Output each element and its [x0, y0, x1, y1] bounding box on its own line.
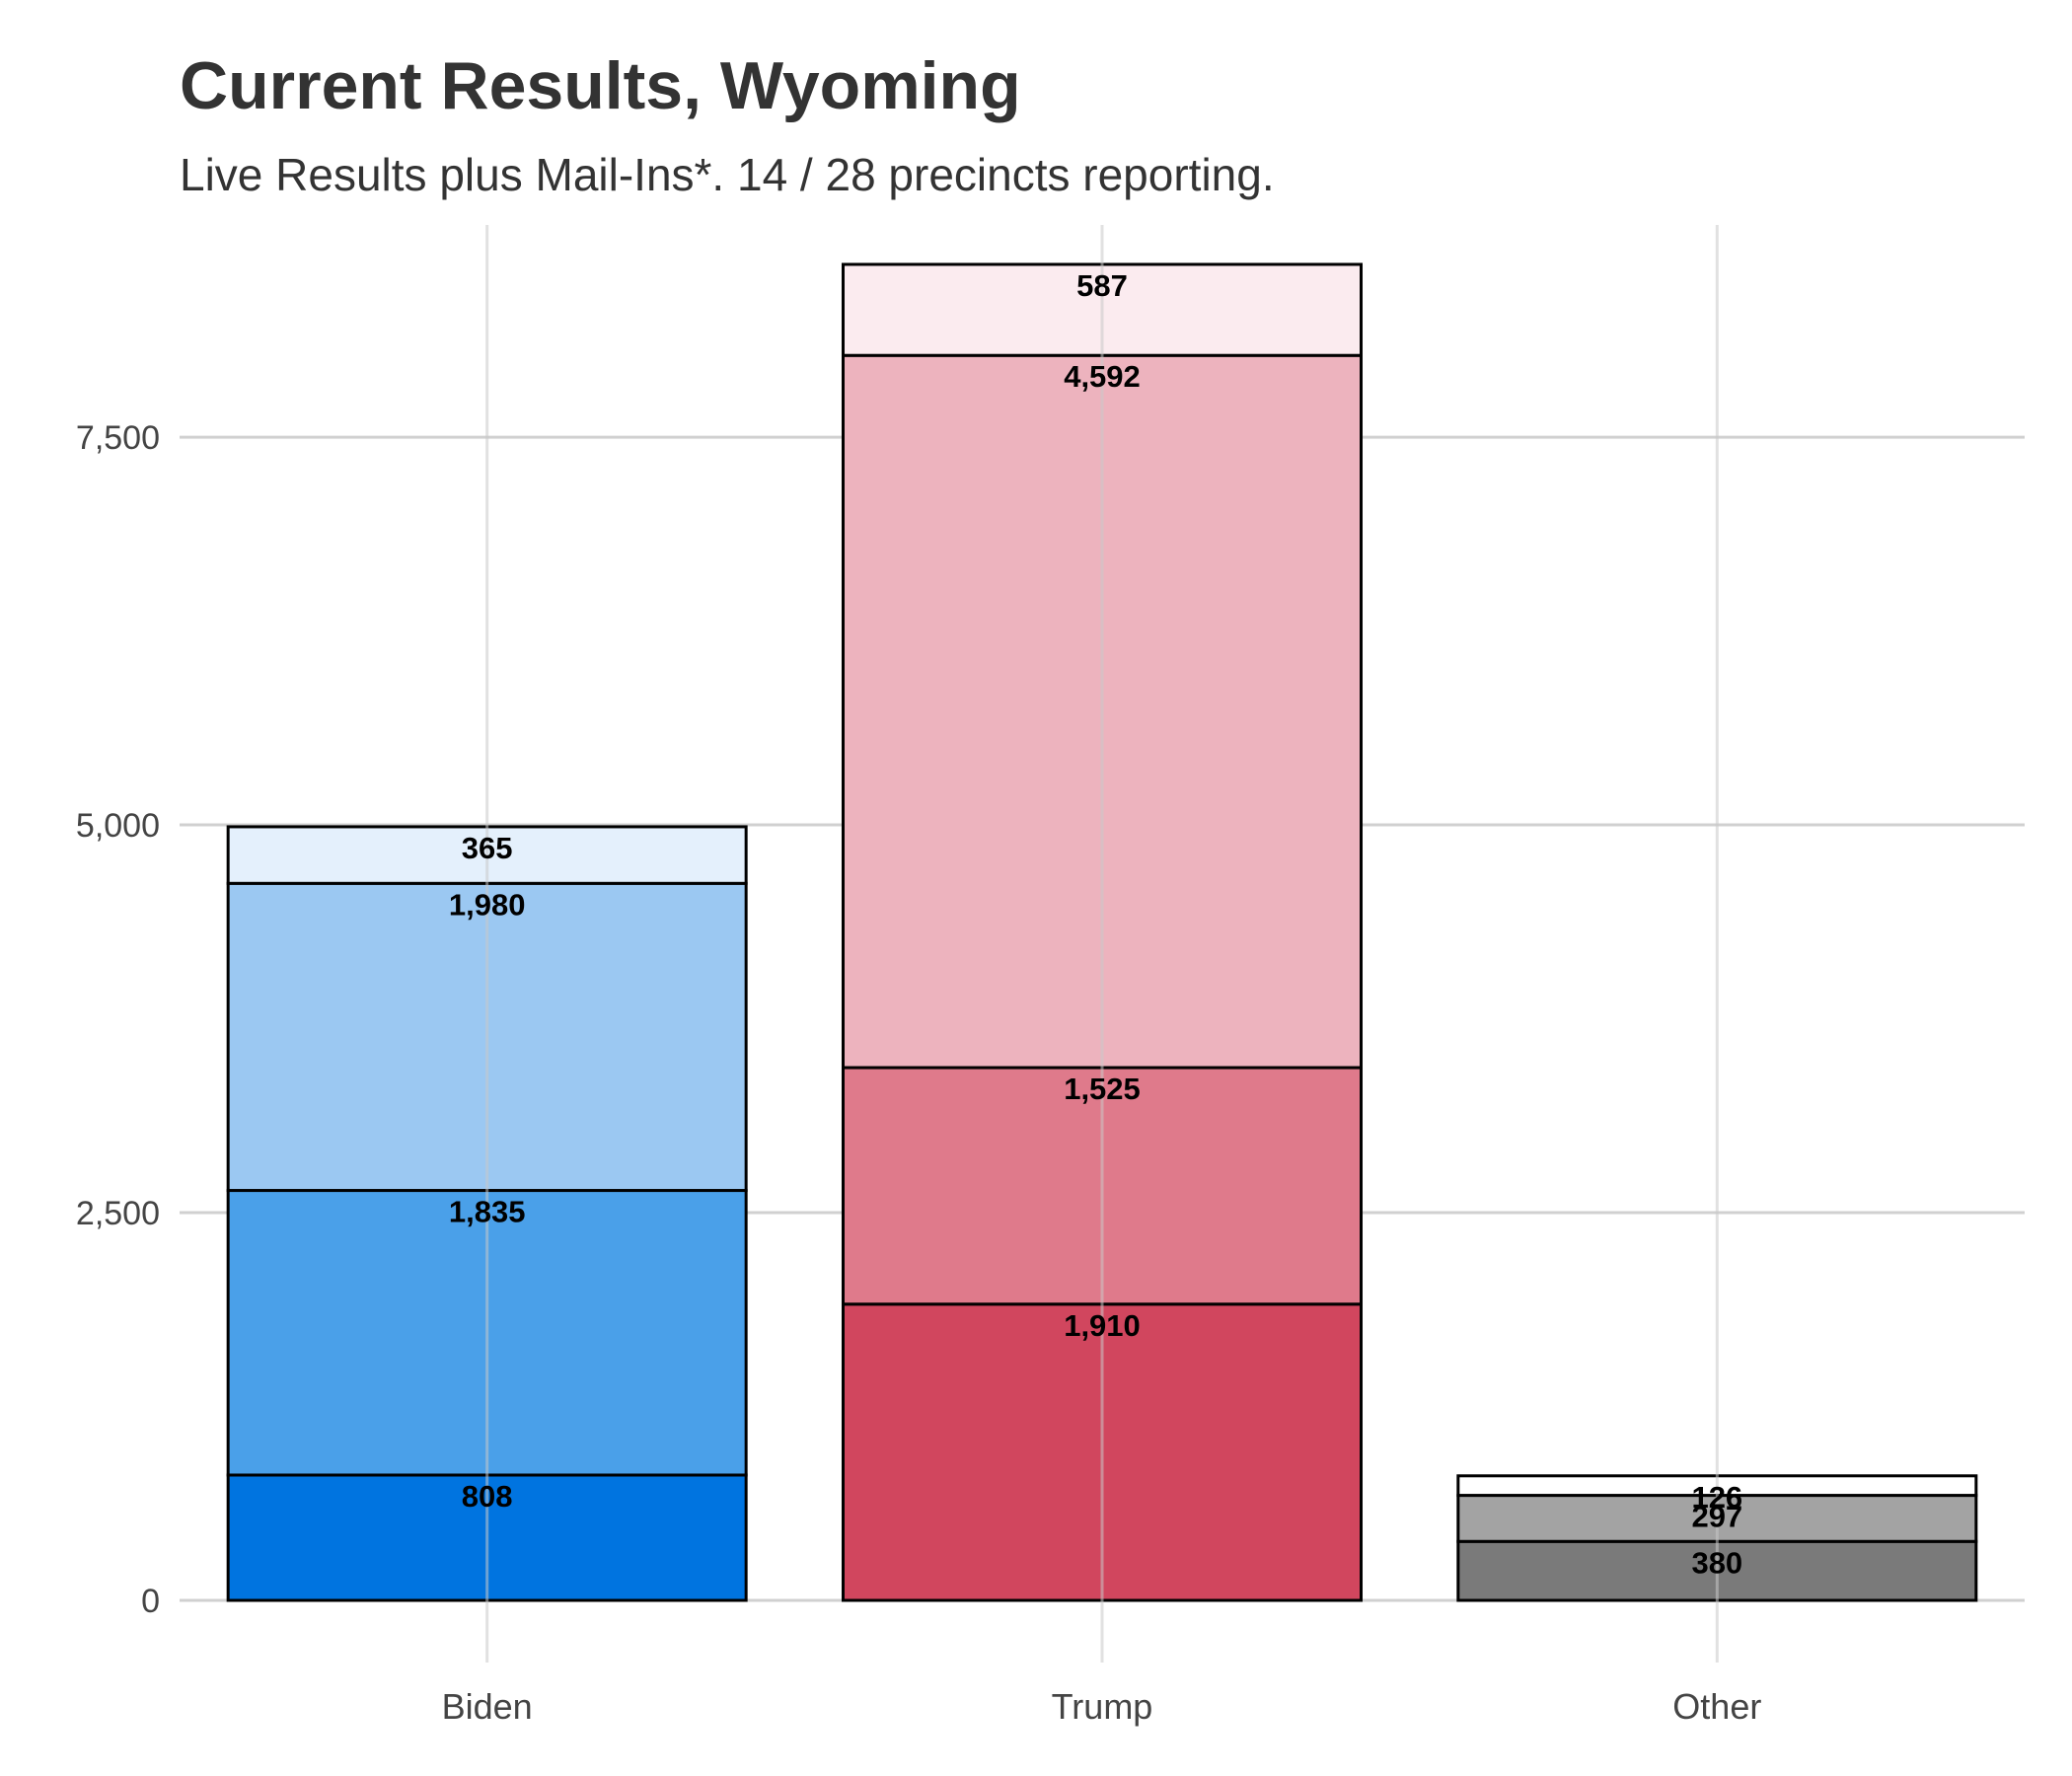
segment-labels-layer: 808 1,835 1,980 365 1,910 1,525 4,592 587 380 297…: [449, 268, 1742, 1580]
x-category-label: Other: [1672, 1686, 1761, 1727]
segment-value-label: 126: [1691, 1480, 1742, 1515]
y-tick-label: 0: [141, 1583, 160, 1620]
segment-value-label: 587: [1076, 268, 1128, 303]
x-category-label: Biden: [442, 1686, 533, 1727]
x-category-label: Trump: [1052, 1686, 1153, 1727]
segment-value-label: 1,525: [1064, 1072, 1141, 1106]
chart-title: Current Results, Wyoming: [180, 48, 1021, 123]
segment-value-label: 1,910: [1064, 1308, 1141, 1343]
y-tick-label: 5,000: [76, 807, 160, 845]
y-tick-label: 2,500: [76, 1195, 160, 1232]
segment-value-label: 365: [462, 831, 513, 865]
segment-value-label: 1,835: [449, 1195, 526, 1229]
segment-value-label: 380: [1691, 1545, 1742, 1580]
segment-value-label: 4,592: [1064, 359, 1141, 394]
axis-labels-layer: 0 2,500 5,000 7,500 Biden Trump Other: [76, 419, 1761, 1727]
y-tick-label: 7,500: [76, 419, 160, 457]
vertical-grid-layer: [485, 225, 1719, 1663]
segment-value-label: 297: [1691, 1500, 1742, 1534]
segment-value-label: 1,980: [449, 887, 526, 922]
chart-subtitle: Live Results plus Mail-Ins*. 14 / 28 pre…: [180, 149, 1275, 200]
segment-value-label: 808: [462, 1479, 513, 1514]
